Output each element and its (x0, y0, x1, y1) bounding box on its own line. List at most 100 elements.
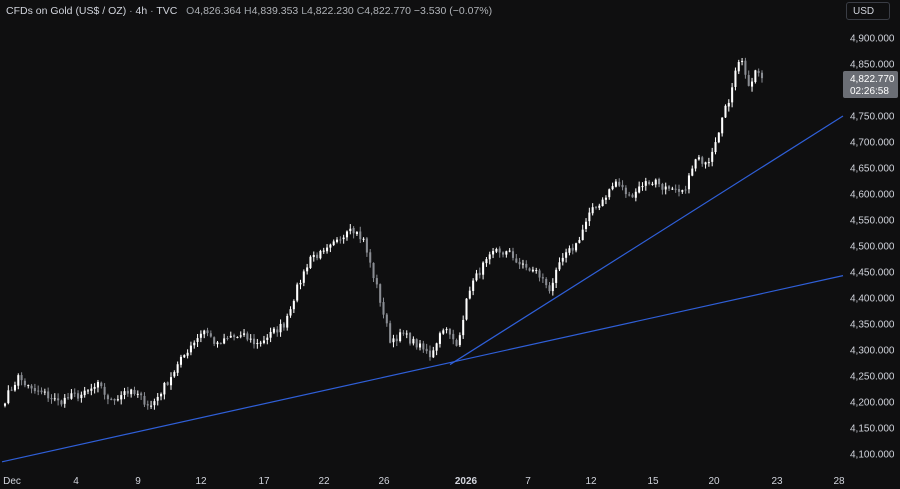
candle-body (183, 355, 186, 358)
candle (754, 69, 757, 84)
candle (209, 330, 212, 338)
x-tick-label: 4 (73, 476, 79, 487)
candle-body (555, 269, 558, 283)
candle-body (535, 270, 538, 272)
candle-body (677, 189, 681, 192)
candle (568, 245, 571, 256)
candle (203, 329, 206, 339)
y-tick-label: 4,350.000 (850, 320, 895, 331)
candle-body (498, 248, 501, 253)
candle (422, 340, 425, 353)
candle-body (382, 302, 385, 315)
candle-body (160, 393, 163, 397)
candle-body (707, 162, 710, 164)
candle-body (505, 251, 508, 255)
candle (508, 248, 511, 253)
candle (3, 402, 7, 408)
candle (326, 244, 329, 254)
candle (492, 247, 495, 259)
candle-body (658, 178, 661, 185)
candle (286, 313, 289, 331)
candle (495, 247, 498, 254)
candle-body (571, 247, 574, 251)
candle (365, 236, 368, 257)
candle-body (259, 342, 262, 344)
candle-body (73, 392, 76, 394)
candle (239, 331, 242, 339)
candle-body (438, 333, 441, 344)
candle (721, 117, 724, 137)
candle (624, 185, 627, 198)
candle (734, 67, 737, 91)
candle-body (379, 284, 382, 303)
candle (226, 335, 229, 341)
x-tick-label: 9 (135, 476, 141, 487)
candle-body (50, 398, 53, 400)
candle (20, 372, 23, 386)
candle-body (392, 338, 395, 343)
candle (322, 247, 325, 254)
candle-body (638, 186, 641, 193)
candle-body (492, 251, 495, 255)
candle (289, 306, 292, 318)
candle (83, 386, 86, 398)
candle (355, 231, 358, 236)
candle-body (525, 263, 528, 268)
candle-body (458, 335, 461, 346)
candle-body (442, 330, 445, 334)
candle-body (448, 328, 451, 335)
trendline[interactable] (449, 115, 844, 366)
candle-body (150, 405, 153, 407)
candle-body (531, 269, 534, 272)
candle (455, 338, 458, 347)
candle (169, 372, 173, 390)
countdown: 02:26:58 (850, 86, 889, 97)
candle (648, 180, 651, 186)
candle-body (462, 319, 465, 336)
candle-body (309, 256, 312, 268)
candle (259, 340, 262, 347)
candle-body (664, 186, 667, 190)
candle-body (565, 252, 568, 258)
candle-body (741, 60, 744, 62)
candle-body (83, 390, 86, 396)
x-tick-label: 17 (258, 476, 270, 487)
candle (183, 354, 186, 359)
candle (193, 340, 196, 349)
candle-body (126, 390, 129, 394)
candle-body (279, 323, 282, 333)
price-box-bg (843, 71, 898, 98)
candle (425, 343, 428, 354)
candle (681, 189, 684, 194)
candle-body (272, 328, 275, 333)
y-tick-label: 4,100.000 (850, 450, 895, 461)
currency-button[interactable]: USD (846, 2, 890, 20)
candle (535, 267, 538, 274)
candle-body (375, 278, 378, 285)
close-value: 4,822.770 (364, 5, 411, 17)
candle (548, 281, 551, 294)
candle (428, 345, 432, 361)
candle-body (591, 207, 594, 214)
candle (565, 248, 568, 263)
candle-body (13, 385, 16, 391)
y-tick-label: 4,850.000 (850, 60, 895, 71)
candle-body (302, 271, 305, 283)
candle (316, 252, 319, 261)
candle (551, 278, 554, 296)
x-tick-label: 26 (378, 476, 390, 487)
candle-body (186, 352, 189, 356)
candle-body (714, 142, 717, 153)
trendline[interactable] (1, 275, 844, 463)
x-tick-label: 22 (318, 476, 330, 487)
candle (27, 384, 30, 389)
candle (511, 247, 515, 261)
candle-body (395, 338, 398, 342)
candle-body (27, 385, 30, 387)
candle (581, 224, 584, 241)
candle (113, 398, 116, 405)
candle-body (223, 338, 226, 344)
candle (116, 395, 119, 402)
candle-body (661, 183, 664, 190)
